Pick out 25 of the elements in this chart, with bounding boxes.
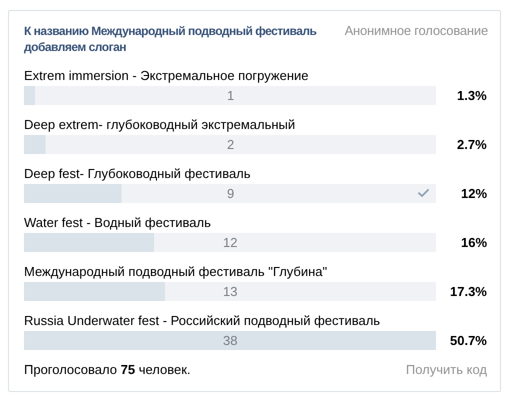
data-label: 2 (227, 137, 234, 152)
text: 50.7% (450, 333, 488, 348)
y-tick-label: Deep extrem- глубоководный экстремальный (24, 117, 296, 132)
y-tick-label: Water fest - Водный фестиваль (24, 215, 212, 230)
y-tick-label: Extrem immersion - Экстремальное погружение (24, 68, 308, 83)
data-label: 38 (223, 333, 238, 348)
bar (24, 86, 35, 105)
text: 2.7% (457, 137, 488, 152)
y-tick-label: Deep fest- Глубоководный фестиваль (24, 166, 251, 181)
text: Проголосовало 75 человек. (24, 362, 191, 378)
text: 12% (461, 186, 488, 201)
chart-subtitle: Анонимное голосование (344, 23, 488, 39)
text: 1.3% (457, 88, 488, 103)
data-label: 13 (223, 284, 238, 299)
bar (24, 135, 46, 154)
text: Получить код (406, 362, 487, 378)
chart-title: К названию Международный подводный фестиваль добавляем слоган (24, 24, 316, 54)
data-label: 12 (223, 235, 238, 250)
bar (24, 184, 122, 203)
data-label: 9 (227, 186, 234, 201)
data-label: 1 (227, 88, 234, 103)
y-tick-label: Международный подводный фестиваль "Глубина" (24, 264, 328, 279)
y-tick-label: Russia Underwater fest - Российский подводный фестиваль (24, 313, 380, 328)
text: 17.3% (450, 284, 488, 299)
text: 16% (461, 235, 488, 250)
